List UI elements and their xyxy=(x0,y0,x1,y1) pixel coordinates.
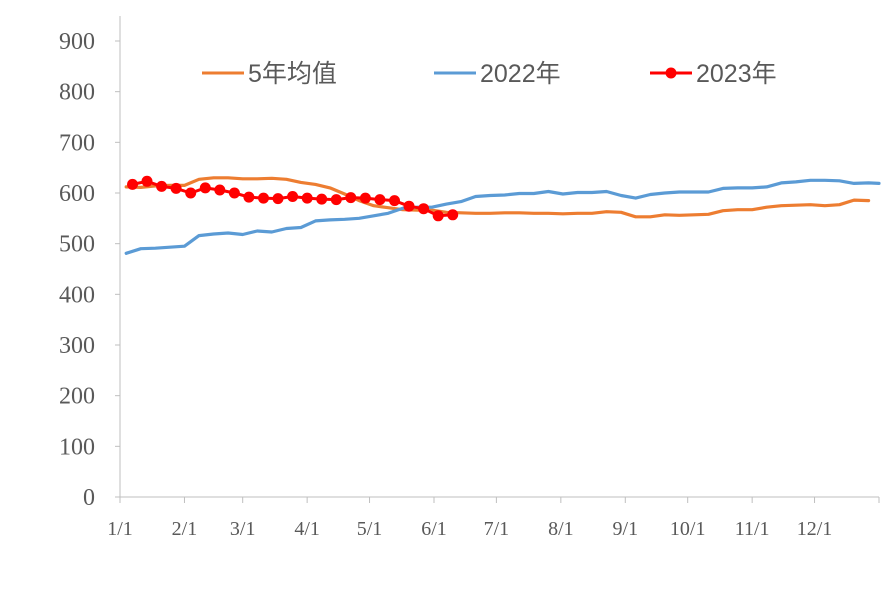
x-tick-label: 3/1 xyxy=(230,518,256,540)
x-tick-label: 10/1 xyxy=(670,518,706,540)
y-tick-label: 300 xyxy=(59,333,95,359)
data-point xyxy=(316,193,328,205)
legend-label: 2023年 xyxy=(696,60,777,88)
x-tick-label: 11/1 xyxy=(735,518,770,540)
data-point xyxy=(389,195,400,207)
data-point xyxy=(403,200,415,212)
x-tick-label: 7/1 xyxy=(484,518,510,540)
data-point xyxy=(359,192,371,204)
x-tick-label: 9/1 xyxy=(613,518,639,540)
data-point xyxy=(199,182,211,194)
data-point xyxy=(156,180,168,192)
x-tick-label: 1/1 xyxy=(107,518,133,540)
legend-label: 2022年 xyxy=(480,60,561,88)
data-point xyxy=(330,194,342,206)
legend-item-2: 2023年 xyxy=(650,60,777,88)
y-axis: 0 100 200 300 400 500 600 700 800 900 xyxy=(59,16,121,511)
data-point xyxy=(258,192,269,204)
series-1 xyxy=(124,178,881,255)
x-axis: 1/1 2/1 3/1 4/1 5/1 6/1 7/1 8/1 9/1 10/1 11/1 12/1 xyxy=(107,496,880,540)
y-tick-label: 500 xyxy=(59,232,95,258)
data-point xyxy=(141,175,153,187)
series-0 xyxy=(124,176,871,219)
y-tick-label: 200 xyxy=(59,384,95,410)
legend-label: 5年均值 xyxy=(248,60,337,88)
x-tick-label: 6/1 xyxy=(421,518,447,540)
data-point xyxy=(374,194,386,206)
data-point xyxy=(418,203,430,215)
x-tick-label: 4/1 xyxy=(294,518,320,540)
series-layer xyxy=(124,175,881,255)
data-point xyxy=(185,187,197,199)
legend-item-1: 2022年 xyxy=(434,60,561,88)
x-tick-label: 8/1 xyxy=(548,518,574,540)
y-tick-label: 700 xyxy=(59,130,95,156)
series-line xyxy=(124,178,881,255)
series-line xyxy=(124,176,871,219)
data-point xyxy=(447,209,459,221)
data-point xyxy=(243,191,255,203)
data-point xyxy=(228,187,240,199)
y-tick-label: 900 xyxy=(59,29,95,55)
legend-marker xyxy=(665,67,677,79)
series-2 xyxy=(127,175,459,222)
data-point xyxy=(214,184,226,196)
y-tick-label: 800 xyxy=(59,80,95,106)
data-point xyxy=(432,210,444,222)
y-tick-label: 0 xyxy=(83,485,95,511)
data-point xyxy=(272,193,284,205)
data-point xyxy=(127,178,138,190)
legend: 5年均值 2022年 2023年 xyxy=(202,60,777,88)
data-point xyxy=(301,192,313,204)
data-point xyxy=(170,182,182,194)
y-tick-label: 600 xyxy=(59,181,95,207)
legend-item-0: 5年均值 xyxy=(202,60,337,88)
y-tick-label: 400 xyxy=(59,282,95,308)
data-point xyxy=(345,192,357,204)
x-tick-label: 12/1 xyxy=(797,518,833,540)
data-point xyxy=(287,191,299,202)
x-tick-label: 2/1 xyxy=(172,518,198,540)
y-tick-label: 100 xyxy=(59,434,95,460)
x-tick-label: 5/1 xyxy=(357,518,383,540)
